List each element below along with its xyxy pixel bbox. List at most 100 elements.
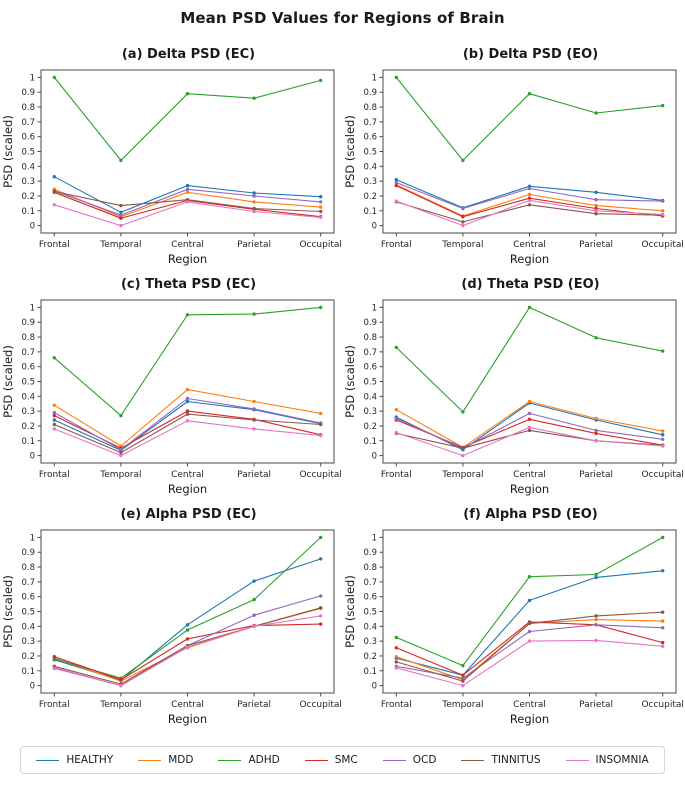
marker-adhd xyxy=(394,635,398,640)
panel-title: (b) Delta PSD (EO) xyxy=(462,47,599,62)
marker-tinnitus xyxy=(52,189,56,194)
y-tick-label: 0.6 xyxy=(21,593,35,603)
y-tick-label: 0.7 xyxy=(363,578,377,588)
marker-tinnitus xyxy=(118,203,123,208)
marker-adhd xyxy=(527,305,531,310)
line-healthy xyxy=(53,176,321,213)
marker-mdd xyxy=(394,408,398,412)
marker-smc xyxy=(52,655,56,659)
marker-ocd xyxy=(318,594,322,598)
y-axis-label: PSD (scaled) xyxy=(1,115,15,188)
marker-insomnia xyxy=(185,419,189,423)
legend-line-swatch xyxy=(218,759,242,761)
y-tick-label: 0.5 xyxy=(21,378,35,388)
x-tick-label: Frontal xyxy=(38,240,69,250)
legend-label: HEALTHY xyxy=(66,754,114,766)
marker-insomnia xyxy=(593,209,598,213)
x-tick-label: Occupital xyxy=(641,470,683,480)
marker-adhd xyxy=(394,345,398,350)
marker-tinnitus xyxy=(527,203,531,207)
y-tick-label: 1 xyxy=(29,533,34,543)
marker-healthy xyxy=(185,183,189,188)
legend-line-swatch xyxy=(382,759,406,761)
line-adhd xyxy=(53,77,321,161)
y-axis-label: PSD (scaled) xyxy=(1,575,15,648)
marker-adhd xyxy=(52,75,56,80)
marker-tinnitus xyxy=(460,679,465,683)
x-axis: Frontal Temporal Central Parietal Occupital xyxy=(380,233,683,250)
marker-insomnia xyxy=(660,212,664,217)
panel-title: (f) Alpha PSD (EO) xyxy=(463,507,598,522)
marker-adhd xyxy=(185,313,189,317)
marker-insomnia xyxy=(52,666,56,671)
marker-healthy xyxy=(185,399,189,404)
y-tick-label: 0.2 xyxy=(363,192,377,202)
marker-tinnitus xyxy=(593,614,598,618)
marker-smc xyxy=(52,413,56,418)
y-tick-label: 0 xyxy=(29,452,34,462)
y-axis-label: PSD (scaled) xyxy=(1,345,15,418)
marker-smc xyxy=(660,640,664,645)
marker-mdd xyxy=(593,203,598,208)
legend-item-insomnia: INSOMNIA xyxy=(565,754,649,766)
y-tick-label: 0.2 xyxy=(363,422,377,432)
y-tick-label: 0.7 xyxy=(363,118,377,128)
x-axis: Frontal Temporal Central Parietal Occupital xyxy=(38,233,341,250)
marker-adhd xyxy=(593,572,598,577)
marker-mdd xyxy=(660,429,664,433)
plot-area: 0 0.1 0.2 0.3 0.4 0.5 0.6 0.7 0.8 0.9 1 Frontal Temp… xyxy=(343,65,683,270)
marker-adhd xyxy=(593,336,598,340)
x-tick-label: Parietal xyxy=(579,470,613,480)
marker-tinnitus xyxy=(318,422,322,427)
legend-label: MDD xyxy=(168,754,194,766)
x-tick-label: Parietal xyxy=(579,240,613,250)
marker-healthy xyxy=(251,579,256,583)
legend-label: OCD xyxy=(412,754,437,766)
marker-tinnitus xyxy=(460,446,465,450)
legend-item-mdd: MDD xyxy=(138,754,193,766)
marker-ocd xyxy=(251,407,256,411)
marker-tinnitus xyxy=(527,428,531,433)
y-tick-label: 0 xyxy=(371,222,376,232)
y-tick-label: 0.9 xyxy=(363,548,377,558)
y-tick-label: 0.8 xyxy=(363,563,377,573)
x-tick-label: Occupital xyxy=(299,470,341,480)
figure-title: Mean PSD Values for Regions of Brain xyxy=(180,9,505,27)
legend-label: ADHD xyxy=(248,754,280,766)
y-tick-label: 0.5 xyxy=(363,378,377,388)
marker-tinnitus xyxy=(460,220,465,224)
marker-tinnitus xyxy=(118,450,123,455)
line-tinnitus xyxy=(395,429,663,449)
marker-insomnia xyxy=(318,614,322,618)
x-tick-label: Central xyxy=(513,470,546,480)
marker-smc xyxy=(460,673,465,677)
marker-healthy xyxy=(251,191,256,195)
x-axis-label: Region xyxy=(167,252,206,266)
y-tick-label: 0.8 xyxy=(363,333,377,343)
marker-healthy xyxy=(52,175,56,179)
marker-insomnia xyxy=(527,198,531,203)
y-tick-label: 0.7 xyxy=(21,348,35,358)
y-tick-label: 0.7 xyxy=(363,348,377,358)
marker-adhd xyxy=(460,410,465,414)
y-tick-label: 0.4 xyxy=(21,622,35,632)
marker-adhd xyxy=(527,92,531,96)
marker-ocd xyxy=(460,676,465,680)
marker-mdd xyxy=(318,411,322,416)
x-axis: Frontal Temporal Central Parietal Occupital xyxy=(38,463,341,480)
marker-mdd xyxy=(251,399,256,404)
line-mdd xyxy=(395,619,663,681)
x-axis-label: Region xyxy=(167,482,206,496)
panel-alpha-ec: (e) Alpha PSD (EC) 0 0.1 0.2 0.3 0.4 0.5 0.6 0.… xyxy=(1,505,343,730)
marker-healthy xyxy=(318,557,322,561)
marker-ocd xyxy=(593,623,598,627)
marker-adhd xyxy=(660,103,664,108)
x-tick-label: Temporal xyxy=(99,240,141,250)
marker-tinnitus xyxy=(593,212,598,216)
marker-smc xyxy=(460,215,465,219)
y-tick-label: 0.1 xyxy=(363,207,377,217)
marker-healthy xyxy=(318,195,322,199)
marker-ocd xyxy=(318,200,322,204)
y-tick-label: 0.7 xyxy=(21,118,35,128)
legend-item-smc: SMC xyxy=(304,754,358,766)
